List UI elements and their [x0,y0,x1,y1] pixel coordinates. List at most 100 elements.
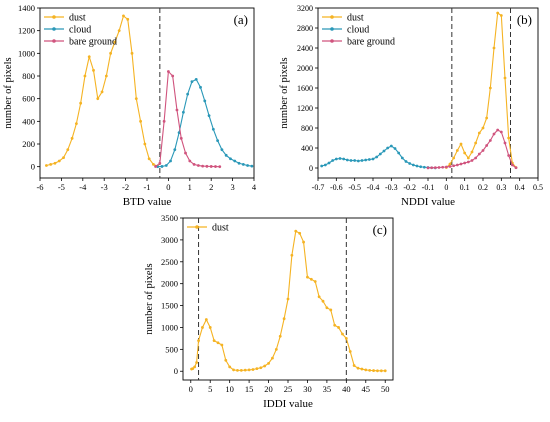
data-point-bare-ground [448,165,452,168]
series-line-bare-ground [427,129,517,169]
data-point-cloud [382,149,386,153]
legend-label: cloud [69,25,91,36]
data-point-cloud [207,114,211,118]
y-tick-label: 400 [22,116,35,126]
y-tick-label: 2400 [297,44,313,53]
x-tick-label: 0.1 [460,183,470,192]
data-point-cloud [216,139,220,143]
data-point-dust [224,358,228,362]
data-point-cloud [389,144,393,148]
data-point-dust [356,366,360,370]
data-point-cloud [241,163,245,166]
data-point-dust [204,318,208,321]
legend-marker [52,15,56,19]
data-point-bare-ground [175,108,179,112]
panel-label: (a) [234,12,248,27]
y-tick-label: 3500 [161,213,178,223]
data-point-cloud [375,155,379,159]
data-point-bare-ground [179,136,183,140]
data-point-cloud [345,158,349,162]
data-point-dust [448,162,452,166]
x-tick-label: 30 [303,384,312,394]
data-point-bare-ground [510,163,514,167]
data-point-cloud [411,163,415,167]
data-point-dust [113,40,117,44]
data-point-dust [236,368,239,372]
data-point-cloud [371,157,375,161]
x-tick-label: -0.2 [403,183,416,192]
data-point-dust [232,368,235,372]
data-point-bare-ground [452,164,456,168]
data-point-dust [481,126,485,130]
data-point-dust [348,350,352,353]
legend-label: dust [69,13,86,24]
data-point-dust [208,326,212,329]
x-tick-label: -0.3 [385,183,398,192]
data-point-dust [309,277,313,281]
data-point-bare-ground [463,161,467,165]
data-point-bare-ground [466,160,470,164]
data-point-bare-ground [162,119,166,123]
data-point-dust [83,74,87,78]
data-point-cloud [331,159,335,162]
x-tick-label: -0.7 [312,183,325,192]
x-tick-label: 0.5 [533,183,543,192]
data-point-cloud [250,164,254,168]
data-point-dust [57,159,61,163]
data-point-cloud [194,78,198,81]
y-tick-label: 1200 [18,26,35,36]
data-point-dust [247,368,251,372]
data-point-dust [191,367,195,371]
data-point-bare-ground [218,165,222,169]
chart-panel-3: 0 5 10 15 20 25 30 35 40 45 5005001000150020002500… [144,213,394,410]
data-point-dust [503,76,507,80]
data-point-bare-ground [514,166,518,170]
series-line-bare-ground [155,70,220,168]
data-point-dust [79,101,83,105]
data-point-dust [485,116,489,120]
data-point-dust [74,122,78,125]
x-axis-title: NDDI value [401,196,455,208]
data-point-cloud [334,157,338,161]
x-tick-label: 1 [188,182,192,192]
data-point-dust [321,299,325,303]
data-point-dust [341,332,344,336]
data-point-dust [298,231,302,235]
legend-label: bare ground [69,37,117,48]
data-point-cloud [378,152,382,156]
data-point-cloud [327,161,331,165]
data-point-cloud [404,160,408,163]
data-point-dust [259,366,263,370]
data-point-dust [278,334,282,338]
data-point-cloud [356,159,360,163]
x-tick-label: 4 [252,182,257,192]
data-point-cloud [246,164,249,167]
data-point-bare-ground [171,74,175,78]
data-point-cloud [173,148,177,152]
data-point-dust [379,369,383,373]
data-point-dust [70,136,74,140]
x-tick-label: 2 [209,182,213,192]
data-point-cloud [220,148,224,152]
x-tick-label: 35 [323,384,332,394]
x-tick-label: 0 [444,183,448,192]
data-point-dust [130,51,134,55]
data-point-dust [306,275,309,279]
x-tick-label: 25 [284,384,293,394]
data-point-bare-ground [477,152,481,156]
y-tick-label: 0 [309,164,313,173]
data-point-dust [122,14,125,18]
data-point-dust [274,347,278,351]
data-point-cloud [169,159,172,163]
y-tick-label: 1000 [18,48,35,58]
data-point-dust [286,297,290,301]
data-point-bare-ground [158,161,162,165]
data-point-bare-ground [441,165,445,169]
data-point-bare-ground [507,154,511,157]
chart-panel-2: -0.7 -0.6 -0.5 -0.4 -0.3 -0.2 -0.1 0 0.1 0.2 0.3 0.… [279,4,543,208]
data-point-cloud [367,158,371,161]
data-point-cloud [397,151,401,155]
panel-label: (c) [373,222,387,237]
data-point-cloud [199,85,202,89]
